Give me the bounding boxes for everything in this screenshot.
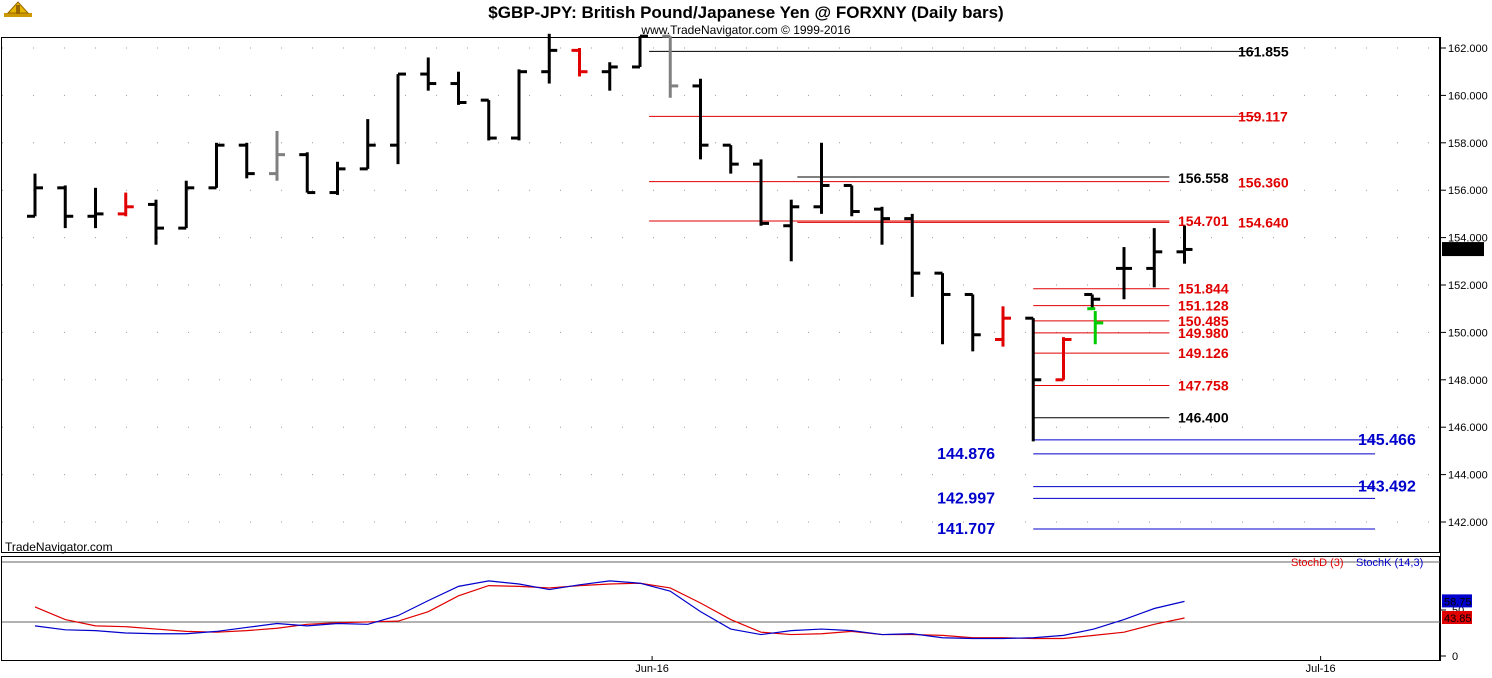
stochk-last-label: 58.75 (1444, 596, 1472, 608)
level-label: 141.707 (937, 521, 995, 538)
ohlc-bar (1025, 316, 1042, 442)
ohlc-bar (117, 192, 134, 217)
ohlc-bar (753, 159, 769, 226)
time-tick-label: Jul-16 (1306, 663, 1336, 675)
level-label: 151.128 (1178, 298, 1229, 314)
price-tick-label: 158.000 (1448, 138, 1488, 150)
ohlc-bar (420, 57, 437, 91)
ohlc-bar (662, 34, 679, 98)
ohlc-bar (1146, 228, 1163, 288)
ohlc-bar (874, 206, 890, 245)
ohlc-bar (87, 187, 104, 229)
price-tick-label: 150.000 (1448, 327, 1488, 339)
chart-title: $GBP-JPY: British Pound/Japanese Yen @ F… (488, 3, 1003, 22)
ohlc-bar (995, 306, 1011, 347)
ohlc-bar (148, 199, 164, 245)
ohlc-bar (27, 173, 43, 218)
price-tick-label: 156.000 (1448, 185, 1488, 197)
ohlc-bar (964, 292, 981, 352)
watermark-text: TradeNavigator.com (5, 540, 113, 554)
ohlc-bar (480, 98, 497, 141)
stochk-last-badge (1442, 594, 1472, 608)
stochk-line (34, 580, 1185, 640)
level-label: 154.640 (1238, 214, 1289, 230)
price-axis: 162.000 160.000 158.000 156.000 154.000 152.0… (1440, 43, 1488, 529)
level-label: 151.844 (1178, 281, 1229, 297)
level-label: 150.485 (1178, 313, 1229, 329)
ohlc-bar (1055, 337, 1072, 382)
time-tick-label: Jun-16 (635, 663, 669, 675)
bars-group: 153.516 (27, 33, 1484, 442)
ohlc-bar (57, 185, 74, 229)
price-tick-label: 142.000 (1448, 517, 1488, 529)
ohlc-bar (1087, 307, 1104, 345)
level-label: 156.360 (1238, 175, 1289, 191)
level-label: 142.997 (937, 490, 995, 507)
last-price-label: 153.516 (1444, 244, 1484, 256)
level-label: 149.980 (1178, 325, 1229, 341)
level-label: 149.126 (1178, 345, 1229, 361)
stoch-tick-label: 0 (1452, 651, 1458, 663)
ohlc-bar (1084, 292, 1101, 309)
ohlc-bar (934, 271, 951, 345)
ohlc-bar (299, 152, 316, 195)
level-label: 145.466 (1358, 432, 1416, 449)
chart-copyright: www.TradeNavigator.com © 1999-2016 (640, 23, 850, 37)
price-tick-label: 144.000 (1448, 470, 1488, 482)
price-tick-label: 148.000 (1448, 375, 1488, 387)
ohlc-bar (813, 142, 830, 214)
level-label: 159.117 (1238, 108, 1288, 124)
ohlc-bar (601, 62, 618, 91)
ohlc-bar (450, 71, 467, 105)
level-label: 156.558 (1178, 170, 1229, 186)
ohlc-bar (390, 72, 406, 165)
ohlc-bar (329, 161, 346, 195)
ohlc-bar (238, 142, 255, 179)
level-label: 144.876 (937, 446, 995, 463)
stochd-last-badge (1442, 610, 1472, 624)
level-label: 161.855 (1238, 43, 1289, 59)
ohlc-bar (904, 213, 921, 297)
price-tick-label: 162.000 (1448, 43, 1488, 55)
last-price-badge (1442, 242, 1484, 257)
ohlc-bar (783, 199, 800, 262)
ohlc-bar (571, 48, 588, 77)
level-label: 147.758 (1178, 378, 1229, 394)
time-axis: Jun-16 Jul-16 (635, 656, 1336, 675)
stochd-line (34, 582, 1185, 640)
ohlc-bar (511, 69, 527, 141)
chart-header: $GBP-JPY: British Pound/Japanese Yen @ F… (4, 1, 1004, 37)
level-label: 154.701 (1178, 213, 1229, 229)
price-panel-frame (1, 37, 1440, 553)
ohlc-bar (1116, 247, 1132, 300)
ohlc-bar (1176, 225, 1193, 264)
ohlc-bar (178, 180, 195, 230)
price-tick-label: 154.000 (1448, 233, 1488, 245)
price-tick-label: 160.000 (1448, 90, 1488, 102)
ohlc-bar (722, 143, 739, 174)
app-logo-icon (4, 1, 32, 17)
ohlc-bar (632, 34, 648, 69)
stochd-last-label: 43.85 (1444, 613, 1472, 625)
ohlc-bar (843, 183, 860, 217)
ohlc-bar (692, 78, 709, 160)
ohlc-bar (359, 119, 376, 171)
legend-stochd: StochD (3) (1291, 557, 1344, 569)
stoch-panel-frame (1, 556, 1440, 661)
level-label: 146.400 (1178, 410, 1229, 426)
levels-group: 161.855 159.117 156.558 156.360 154.701 154.6… (649, 43, 1416, 538)
ohlc-bar (208, 142, 225, 190)
level-label: 143.492 (1358, 479, 1416, 496)
legend-stochk: StochK (14,3) (1356, 557, 1423, 569)
price-tick-label: 152.000 (1448, 280, 1488, 292)
ohlc-bar (269, 130, 285, 181)
ohlc-bar (541, 33, 558, 84)
price-tick-label: 146.000 (1448, 422, 1488, 434)
